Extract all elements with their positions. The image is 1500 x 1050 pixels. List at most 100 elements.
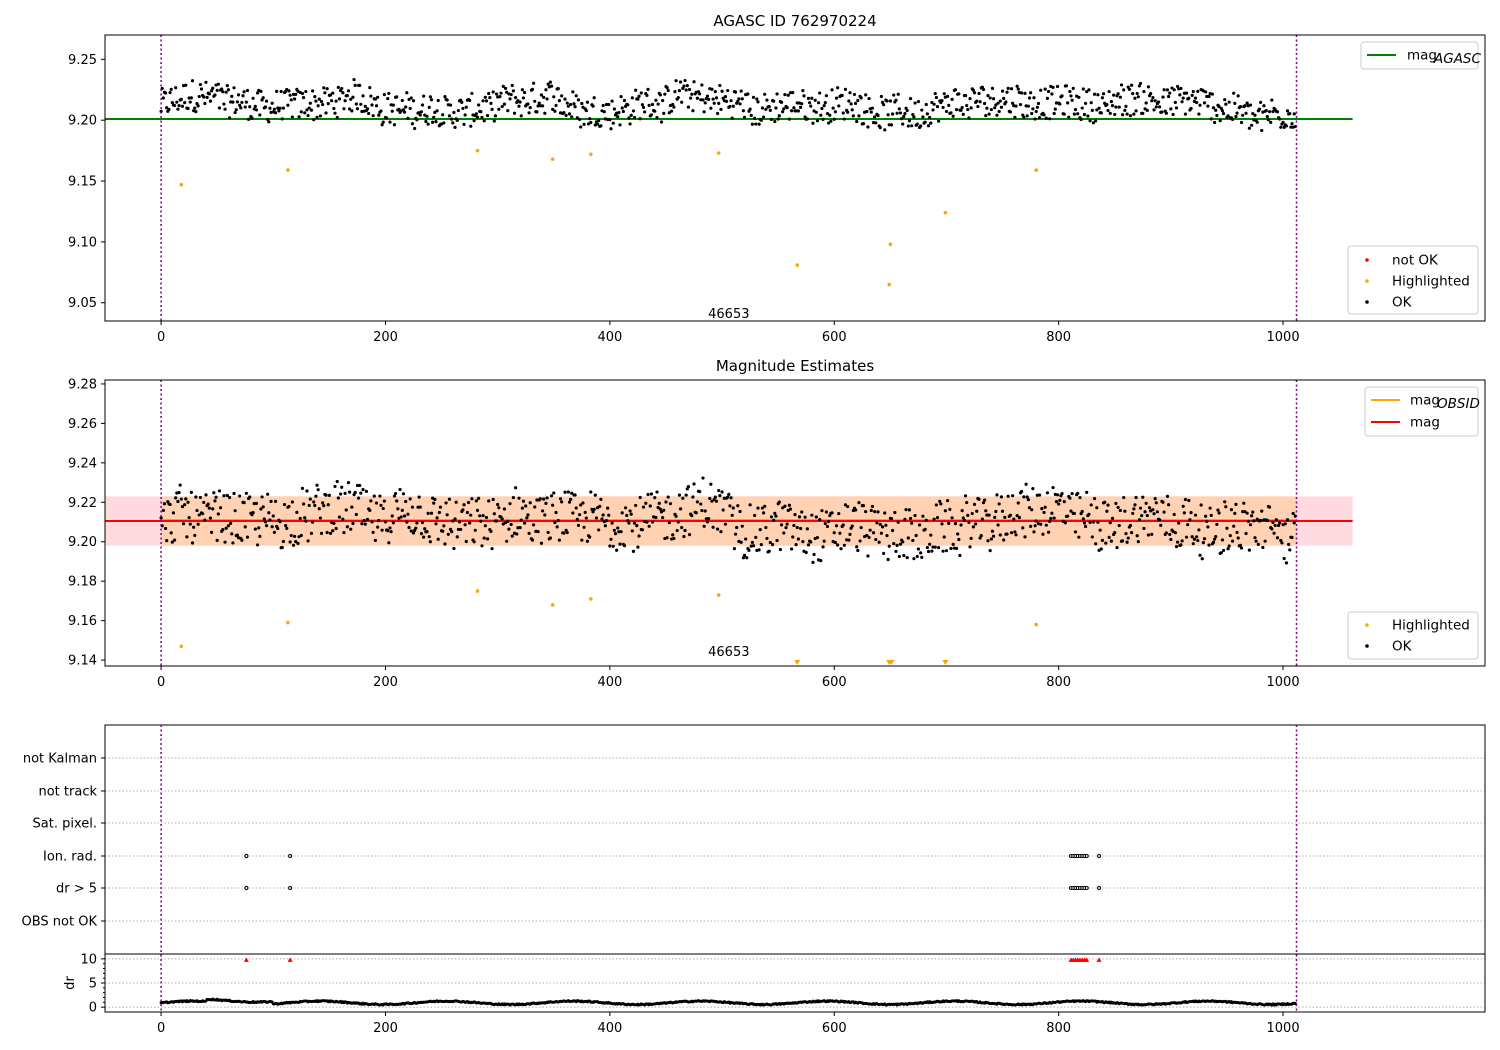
ok-point (989, 107, 993, 112)
ok-point (1089, 101, 1093, 105)
ok-point (700, 83, 704, 87)
ok-point (947, 103, 951, 107)
ok-point (1072, 511, 1076, 516)
ok-point (1107, 89, 1111, 94)
ok-point (1187, 498, 1191, 503)
magnitude-panel-xtick-label: 200 (373, 675, 398, 690)
ok-point (1235, 530, 1239, 534)
ok-point (1175, 540, 1180, 544)
ok-point (663, 92, 667, 96)
ok-point (573, 105, 577, 109)
ok-point (414, 526, 418, 530)
ok-point (980, 517, 984, 521)
ok-point (867, 96, 871, 101)
ok-point (563, 490, 567, 494)
ok-point (1195, 535, 1199, 539)
ok-point (1029, 524, 1033, 528)
ok-point (575, 517, 579, 521)
ok-point (345, 93, 349, 98)
ok-point (1002, 96, 1006, 100)
ok-point (1215, 113, 1219, 118)
ok-point (376, 95, 380, 99)
ok-point (1172, 512, 1176, 517)
ok-point (552, 491, 556, 495)
agasc-legend-bottom (1347, 245, 1479, 315)
ok-point (994, 103, 998, 107)
ok-point (1142, 89, 1146, 94)
ok-point (996, 101, 1000, 105)
ok-point (691, 495, 695, 499)
ok-point (895, 111, 899, 115)
ok-point (382, 499, 386, 503)
ok-point (1124, 104, 1128, 109)
flag-point (1097, 886, 1102, 890)
ok-point (278, 106, 282, 110)
agasc-panel-frame (104, 34, 1486, 322)
ok-point (929, 533, 933, 537)
ok-point (202, 500, 206, 505)
ok-point (1266, 118, 1271, 122)
ok-point (588, 535, 592, 539)
flag-row-label: Ion. rad. (43, 850, 97, 865)
ok-point (1016, 87, 1020, 91)
ok-point (259, 507, 263, 511)
ok-point (435, 516, 439, 520)
ok-point (779, 100, 784, 104)
ok-point (554, 103, 558, 108)
ok-point (976, 104, 980, 109)
ok-point (646, 87, 650, 91)
ok-point (759, 543, 763, 547)
ok-point (611, 544, 615, 548)
ok-point (895, 543, 899, 547)
ok-point (1164, 531, 1168, 535)
ok-point (223, 540, 227, 544)
ok-point (1179, 86, 1183, 91)
ok-point (519, 114, 523, 118)
ok-point (493, 114, 498, 118)
ok-point (203, 518, 207, 522)
ok-point (708, 496, 712, 501)
ok-point (448, 103, 453, 107)
ok-point (1132, 507, 1136, 511)
ok-point (1292, 112, 1296, 116)
ok-point (933, 545, 937, 549)
ok-point (621, 109, 625, 114)
ok-point (179, 97, 183, 101)
ok-point (318, 516, 323, 520)
ok-point (1213, 537, 1217, 541)
ok-point (527, 111, 531, 115)
ok-point (899, 117, 904, 121)
dr-ytick-label: 0 (89, 1001, 97, 1016)
ok-point (1042, 113, 1046, 117)
highlighted-point (716, 593, 721, 597)
ok-point (984, 509, 988, 513)
ok-point (856, 98, 860, 103)
ok-point (630, 96, 634, 100)
ok-point (636, 97, 640, 101)
ok-point (1030, 508, 1034, 512)
ok-point (1153, 99, 1157, 103)
ok-point (1026, 104, 1030, 108)
ok-point (306, 539, 310, 543)
flag-row-label: Sat. pixel. (33, 817, 97, 832)
ok-point (1052, 111, 1056, 116)
ok-point (581, 501, 585, 505)
ok-point (1041, 532, 1045, 536)
ok-point (813, 98, 817, 102)
ok-point (683, 528, 687, 533)
flags-panel-xtick-label: 0 (157, 1021, 165, 1036)
ok-point (833, 110, 837, 114)
legend-marker (1365, 279, 1369, 283)
ok-point (915, 122, 919, 126)
ok-point (1207, 543, 1211, 547)
ok-point (557, 99, 561, 103)
ok-point (941, 105, 945, 110)
ok-point (395, 95, 399, 99)
ok-point (919, 124, 923, 128)
ok-point (977, 91, 981, 96)
ok-point (770, 543, 775, 547)
ok-point (623, 506, 628, 510)
ok-point (1173, 100, 1177, 104)
ok-point (877, 540, 881, 544)
ok-point (533, 99, 537, 103)
